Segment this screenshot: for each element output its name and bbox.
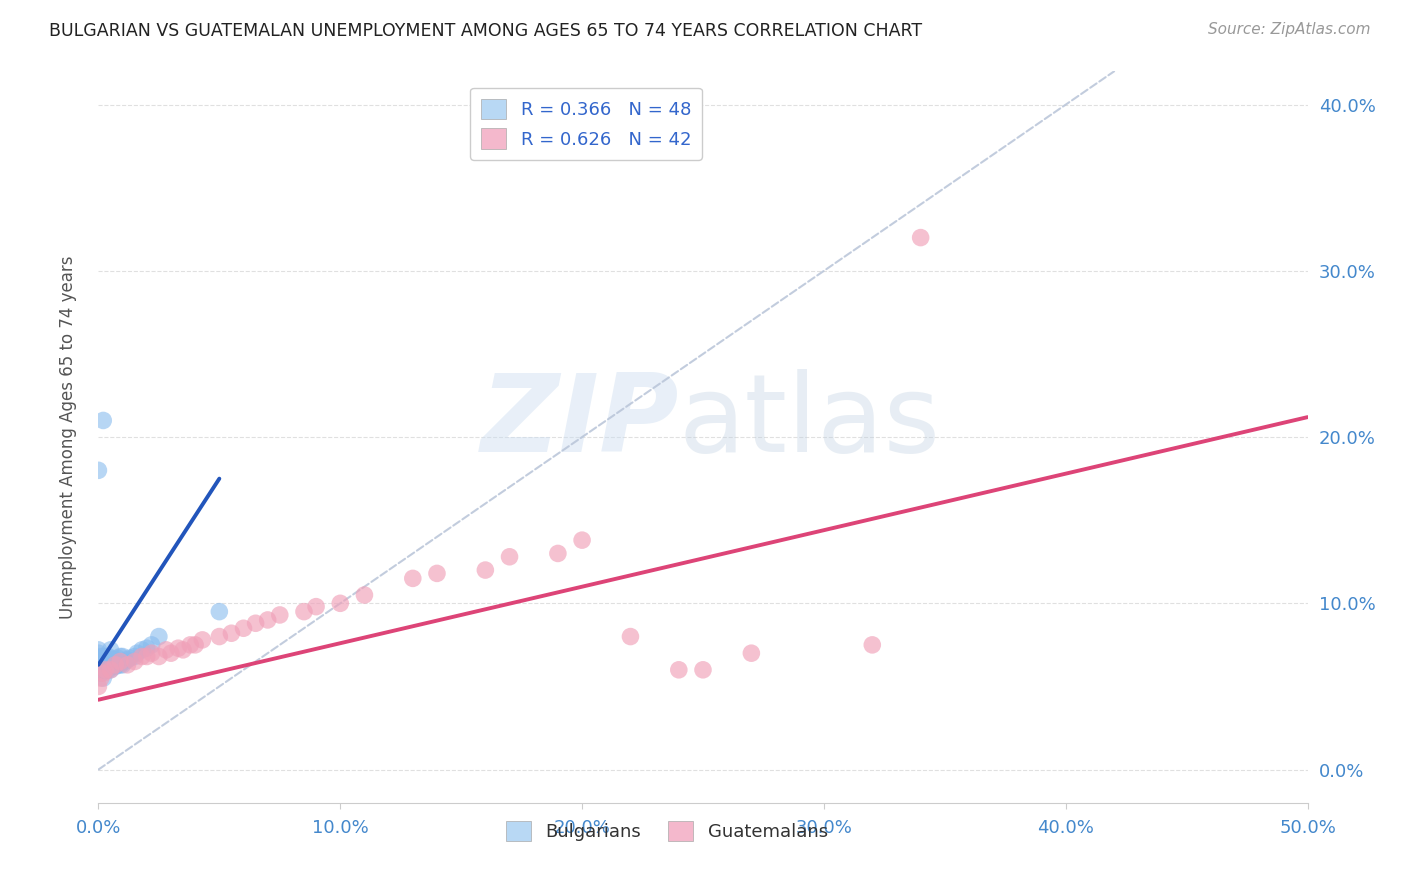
Point [571,533,593,548]
Point [97,649,120,664]
Text: ZIP: ZIP [481,369,679,475]
Legend: Bulgarians, Guatemalans: Bulgarians, Guatemalans [498,814,835,848]
Point [179,638,201,652]
Point [100,657,122,672]
Point [124,649,146,664]
Point [94,663,117,677]
Point [155,643,177,657]
Point [90,666,112,681]
Point [100,663,122,677]
Point [547,546,569,560]
Point [208,605,231,619]
Point [91,657,114,672]
Point [426,566,449,581]
Point [498,549,520,564]
Point [87,655,110,669]
Text: Source: ZipAtlas.com: Source: ZipAtlas.com [1208,22,1371,37]
Point [232,621,254,635]
Point [94,663,117,677]
Point [353,588,375,602]
Point [292,605,315,619]
Y-axis label: Unemployment Among Ages 65 to 74 years: Unemployment Among Ages 65 to 74 years [59,255,77,619]
Point [94,651,117,665]
Point [910,230,932,244]
Point [860,638,883,652]
Point [740,646,762,660]
Point [221,626,243,640]
Text: BULGARIAN VS GUATEMALAN UNEMPLOYMENT AMONG AGES 65 TO 74 YEARS CORRELATION CHART: BULGARIAN VS GUATEMALAN UNEMPLOYMENT AMO… [49,22,922,40]
Point [97,657,120,672]
Point [90,659,112,673]
Point [100,651,122,665]
Point [167,641,190,656]
Point [131,649,153,664]
Point [402,571,425,585]
Point [135,641,157,656]
Point [135,649,157,664]
Point [117,653,139,667]
Point [90,649,112,664]
Point [87,663,110,677]
Point [117,657,139,672]
Point [91,663,114,677]
Point [90,671,112,685]
Point [474,563,496,577]
Point [90,663,112,677]
Point [108,649,131,664]
Point [148,630,170,644]
Point [91,413,114,427]
Point [245,616,267,631]
Point [107,651,129,665]
Point [104,657,127,672]
Point [91,671,114,685]
Point [160,646,183,660]
Point [104,659,127,673]
Point [111,649,134,664]
Point [141,646,163,660]
Point [172,643,194,657]
Point [87,655,110,669]
Point [619,630,641,644]
Point [208,630,231,644]
Point [148,649,170,664]
Point [124,655,146,669]
Point [101,659,124,673]
Point [87,663,110,677]
Point [131,643,153,657]
Point [90,655,112,669]
Point [108,657,131,672]
Point [111,657,134,672]
Point [94,657,117,672]
Point [87,643,110,657]
Point [256,613,278,627]
Point [184,638,207,652]
Point [269,607,291,622]
Point [114,655,136,669]
Point [104,653,127,667]
Point [141,638,163,652]
Point [692,663,714,677]
Point [305,599,328,614]
Point [87,463,110,477]
Point [108,655,131,669]
Point [100,643,122,657]
Point [87,680,110,694]
Point [97,663,120,677]
Point [127,646,149,660]
Point [668,663,690,677]
Text: atlas: atlas [679,369,941,475]
Point [329,596,352,610]
Point [107,657,129,672]
Point [100,663,122,677]
Point [118,651,141,665]
Point [101,653,124,667]
Point [191,632,214,647]
Point [87,646,110,660]
Point [87,651,110,665]
Point [91,649,114,664]
Point [91,666,114,681]
